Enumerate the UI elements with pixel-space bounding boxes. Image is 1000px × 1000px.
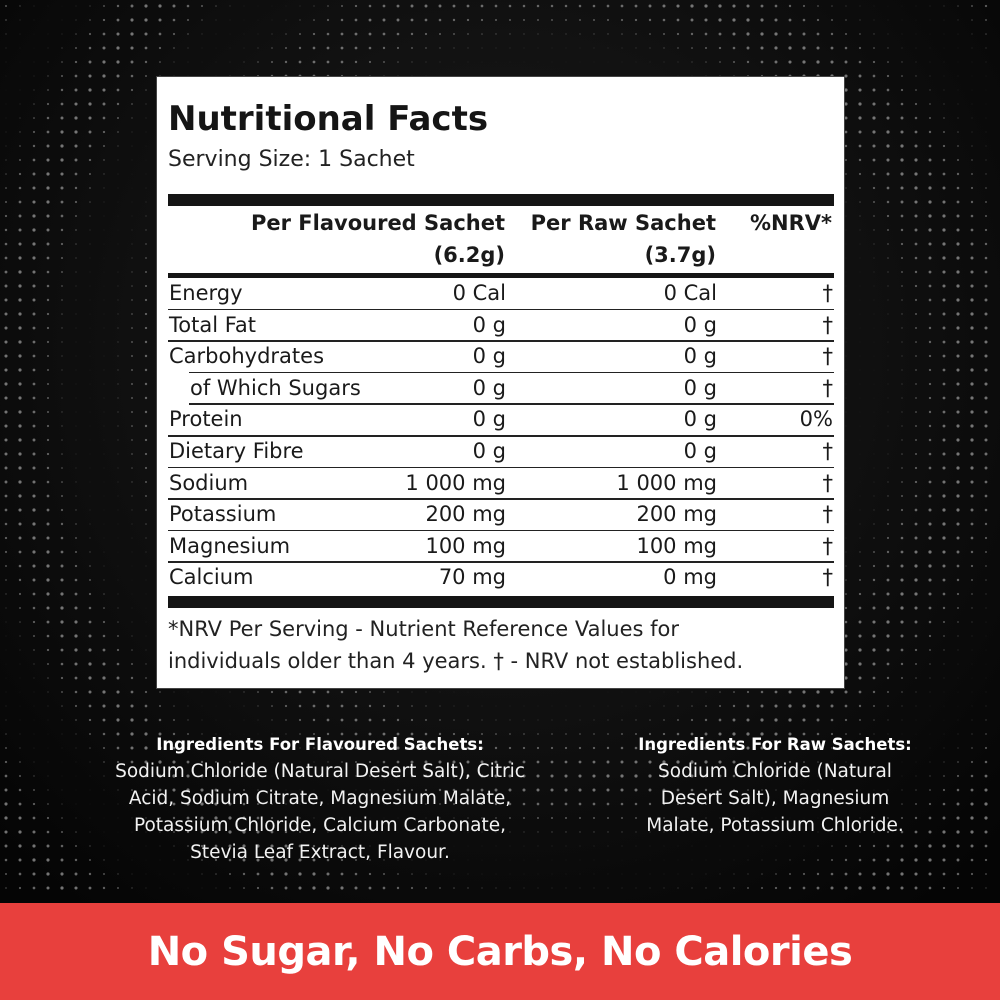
- nutrient-name: Magnesium: [169, 533, 291, 558]
- nrv-value: †: [822, 565, 834, 590]
- ingredients-flavoured-heading: Ingredients For Flavoured Sachets:: [156, 735, 484, 754]
- raw-value: 0 g: [683, 407, 717, 432]
- ingredients-raw-line: Desert Salt), Magnesium: [660, 788, 890, 809]
- row-divider: [168, 466, 834, 469]
- serving-size: Serving Size: 1 Sachet: [168, 147, 415, 172]
- flavoured-value: 200 mg: [425, 502, 506, 527]
- ingredients-flavoured: Ingredients For Flavoured Sachets: Sodiu…: [70, 731, 570, 866]
- nutrient-name: Dietary Fibre: [169, 439, 304, 463]
- table-row: Magnesium 100 mg 100 mg †: [168, 530, 834, 562]
- ingredients-flavoured-line: Sodium Chloride (Natural Desert Salt), C…: [115, 761, 525, 782]
- table-row: of Which Sugars 0 g 0 g †: [168, 372, 834, 404]
- nutrient-name: Calcium: [169, 565, 254, 590]
- nutrient-name: Energy: [169, 281, 243, 305]
- header-nrv: %NRV*: [749, 211, 832, 235]
- raw-value: 0 Cal: [663, 281, 717, 305]
- footnote-line-1: *NRV Per Serving - Nutrient Reference Va…: [168, 617, 679, 641]
- nrv-footnote: *NRV Per Serving - Nutrient Reference Va…: [168, 613, 838, 677]
- flavoured-value: 0 g: [472, 439, 506, 463]
- ingredients-flavoured-line: Potassium Chloride, Calcium Carbonate,: [133, 815, 506, 836]
- header-top-bar: [168, 194, 834, 206]
- ingredients-flavoured-line: Stevia Leaf Extract, Flavour.: [190, 842, 450, 863]
- flavoured-value: 0 g: [472, 344, 506, 369]
- header-flavoured: Per Flavoured Sachet (6.2g): [165, 207, 505, 271]
- nrv-value: †: [822, 312, 834, 337]
- raw-value: 0 mg: [663, 565, 717, 590]
- flavoured-value: 0 Cal: [452, 281, 506, 305]
- ingredients-raw: Ingredients For Raw Sachets: Sodium Chlo…: [600, 731, 950, 839]
- table-row: Protein 0 g 0 g 0%: [168, 403, 834, 435]
- nrv-value: †: [822, 439, 834, 463]
- table-row: Calcium 70 mg 0 mg †: [168, 561, 834, 593]
- header-bottom-bar: [168, 273, 834, 278]
- flavoured-value: 1 000 mg: [405, 470, 506, 495]
- table-row: Potassium 200 mg 200 mg †: [168, 498, 834, 530]
- ingredients-raw-line: Malate, Potassium Chloride.: [646, 815, 904, 836]
- footnote-line-2: individuals older than 4 years. † - NRV …: [168, 649, 744, 673]
- ingredients-flavoured-line: Acid, Sodium Citrate, Magnesium Malate,: [128, 788, 512, 809]
- header-raw-weight: (3.7g): [644, 243, 716, 267]
- nrv-value: †: [822, 375, 834, 400]
- claims-banner: No Sugar, No Carbs, No Calories: [0, 903, 1000, 1000]
- raw-value: 0 g: [683, 344, 717, 369]
- nrv-value: 0%: [799, 407, 833, 432]
- nrv-value: †: [822, 533, 834, 558]
- flavoured-value: 70 mg: [438, 565, 506, 590]
- nutrient-name: Sodium: [169, 470, 249, 495]
- ingredients-raw-heading: Ingredients For Raw Sachets:: [638, 735, 912, 754]
- nutrient-name: Carbohydrates: [169, 344, 325, 369]
- raw-value: 100 mg: [636, 533, 717, 558]
- nutrition-title: Nutritional Facts: [168, 99, 489, 139]
- raw-value: 0 g: [683, 312, 717, 337]
- flavoured-value: 0 g: [472, 312, 506, 337]
- row-divider: [189, 371, 834, 374]
- header-raw-label: Per Raw Sachet: [530, 211, 716, 235]
- raw-value: 200 mg: [636, 502, 717, 527]
- nrv-value: †: [822, 470, 834, 495]
- row-divider: [168, 529, 834, 532]
- row-divider: [189, 403, 834, 405]
- header-raw: Per Raw Sachet (3.7g): [516, 207, 716, 271]
- raw-value: 1 000 mg: [616, 470, 717, 495]
- nutrition-facts-panel: Nutritional Facts Serving Size: 1 Sachet…: [156, 76, 845, 689]
- nutrient-name: Protein: [169, 407, 243, 432]
- row-divider: [168, 308, 834, 311]
- header-flavoured-label: Per Flavoured Sachet: [251, 211, 505, 235]
- header-flavoured-weight: (6.2g): [433, 243, 505, 267]
- raw-value: 0 g: [683, 375, 717, 400]
- nrv-value: †: [822, 344, 834, 369]
- table-row: Sodium 1 000 mg 1 000 mg †: [168, 467, 834, 499]
- row-divider: [168, 340, 834, 342]
- table-bottom-bar: [168, 596, 834, 608]
- nutrient-name: Total Fat: [169, 312, 256, 337]
- row-divider: [168, 435, 834, 437]
- row-divider: [168, 561, 834, 563]
- nutrient-name: of Which Sugars: [190, 375, 361, 400]
- nrv-value: †: [822, 281, 834, 305]
- table-row: Total Fat 0 g 0 g †: [168, 309, 834, 341]
- table-row: Energy 0 Cal 0 Cal †: [168, 277, 834, 309]
- flavoured-value: 100 mg: [425, 533, 506, 558]
- flavoured-value: 0 g: [472, 407, 506, 432]
- raw-value: 0 g: [683, 439, 717, 463]
- flavoured-value: 0 g: [472, 375, 506, 400]
- row-divider: [168, 498, 834, 500]
- ingredients-raw-line: Sodium Chloride (Natural: [658, 761, 892, 782]
- table-row: Dietary Fibre 0 g 0 g †: [168, 435, 834, 467]
- table-row: Carbohydrates 0 g 0 g †: [168, 340, 834, 372]
- nrv-value: †: [822, 502, 834, 527]
- banner-text: No Sugar, No Carbs, No Calories: [147, 928, 853, 975]
- nutrient-name: Potassium: [169, 502, 277, 527]
